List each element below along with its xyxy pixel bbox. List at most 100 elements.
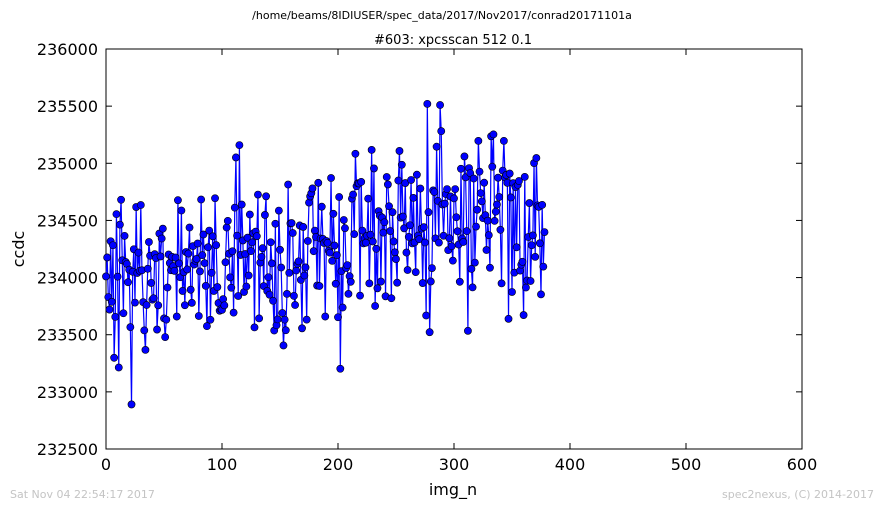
data-point — [419, 223, 428, 232]
data-point — [298, 324, 306, 333]
data-point — [476, 189, 485, 198]
data-point — [491, 207, 500, 216]
data-point — [111, 312, 120, 321]
data-point — [468, 283, 477, 292]
data-point — [213, 283, 222, 291]
data-point — [450, 194, 458, 203]
data-point — [482, 246, 491, 254]
data-point — [377, 277, 385, 286]
data-point — [473, 205, 482, 214]
data-point — [228, 247, 237, 256]
data-point — [201, 282, 210, 290]
data-point — [290, 291, 298, 300]
data-point — [244, 271, 253, 280]
data-point — [136, 201, 145, 209]
data-point — [287, 219, 296, 227]
data-point — [350, 230, 359, 239]
data-point — [539, 262, 548, 271]
data-point — [506, 193, 515, 202]
x-tick-label: 300 — [439, 455, 470, 474]
data-point — [222, 223, 231, 232]
data-point — [372, 244, 381, 253]
data-point — [356, 291, 364, 300]
data-point — [116, 220, 124, 229]
data-point — [185, 223, 194, 232]
data-point — [199, 230, 208, 239]
data-point — [196, 267, 204, 276]
data-point — [486, 263, 494, 272]
data-point — [531, 252, 540, 261]
data-point — [315, 282, 324, 290]
y-axis-label: ccdc — [9, 231, 28, 268]
data-point — [273, 315, 282, 324]
data-point — [528, 231, 537, 240]
data-point — [143, 264, 152, 273]
data-point — [332, 251, 341, 260]
data-point — [142, 301, 151, 309]
data-point — [407, 176, 415, 184]
data-point — [425, 328, 434, 337]
x-tick-label: 500 — [671, 455, 702, 474]
data-point — [403, 266, 412, 274]
data-point — [344, 290, 353, 298]
data-point — [291, 301, 299, 309]
data-point — [525, 199, 534, 207]
data-point — [426, 277, 435, 286]
data-point — [230, 203, 239, 212]
data-point — [388, 208, 397, 217]
axis-ticks: 0 100 200 300 400 500 600 232500 233000 233500 234… — [37, 40, 817, 474]
y-tick-label: 233000 — [37, 383, 98, 402]
data-point — [394, 176, 403, 185]
data-point — [102, 272, 110, 281]
data-point — [406, 221, 414, 230]
data-point — [341, 224, 349, 233]
data-point — [416, 184, 425, 193]
data-point — [367, 146, 376, 154]
data-point — [508, 288, 516, 296]
data-point — [365, 279, 374, 288]
data-point — [299, 223, 308, 231]
data-point — [526, 277, 535, 285]
data-point — [255, 314, 264, 323]
data-point — [423, 99, 432, 108]
file-path-title: /home/beams/8IDIUSER/spec_data/2017/Nov2… — [252, 9, 632, 22]
data-point — [418, 279, 427, 287]
data-point — [277, 263, 286, 272]
data-point — [457, 164, 465, 173]
data-point — [522, 283, 530, 292]
data-point — [339, 216, 348, 224]
data-point — [162, 315, 171, 324]
data-point — [505, 169, 514, 178]
data-point — [235, 141, 244, 150]
data-point — [314, 178, 323, 187]
data-point — [211, 194, 219, 203]
data-point — [537, 290, 545, 299]
data-point — [428, 264, 436, 272]
data-point — [114, 363, 123, 372]
data-point — [308, 184, 317, 193]
data-point — [258, 244, 267, 253]
data-point — [518, 257, 527, 266]
data-point — [535, 239, 544, 248]
data-point — [301, 263, 310, 272]
data-point — [467, 264, 476, 273]
data-point — [113, 272, 122, 281]
data-point — [538, 200, 547, 209]
data-point — [288, 229, 297, 237]
data-point — [399, 212, 407, 221]
data-point — [460, 152, 469, 161]
data-point — [245, 210, 254, 219]
data-point — [484, 231, 493, 240]
data-point — [515, 177, 523, 185]
data-point — [382, 173, 391, 181]
data-point — [193, 239, 202, 248]
y-tick-label: 234500 — [37, 211, 98, 230]
data-point — [220, 301, 229, 310]
data-point — [309, 247, 318, 256]
data-point — [226, 273, 235, 282]
data-point — [317, 202, 326, 211]
data-point — [203, 322, 211, 331]
x-tick-label: 400 — [555, 455, 586, 474]
data-point — [477, 197, 486, 206]
data-point — [437, 127, 446, 136]
